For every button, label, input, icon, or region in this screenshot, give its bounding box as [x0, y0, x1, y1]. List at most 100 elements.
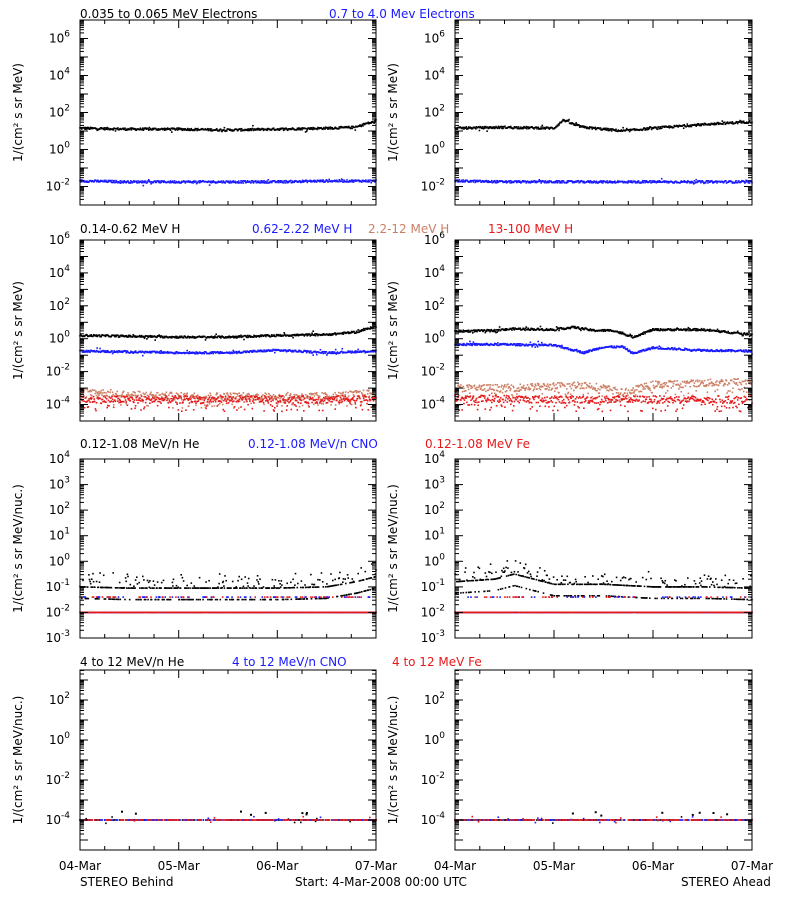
data-point-series-3: [117, 395, 119, 397]
data-point-series-3: [113, 407, 115, 409]
data-point-series-1: [209, 184, 211, 186]
data-point-series-1: [491, 180, 493, 182]
data-point-series-1: [274, 352, 276, 354]
data-point-series-2: [281, 405, 283, 407]
data-point-series-3: [180, 396, 182, 398]
data-point-series-3: [238, 399, 240, 401]
y-axis-title: 1/(cm² s sr MeV): [11, 63, 25, 162]
data-point-series-3: [276, 405, 278, 407]
data-point-series-2: [294, 394, 296, 396]
data-point-series-3: [156, 399, 158, 401]
data-point-series-2: [312, 393, 314, 395]
data-point-series-1: [212, 353, 214, 355]
data-point-series-2: [321, 392, 323, 394]
data-point-series-1: [602, 182, 604, 184]
data-point-series-2: [180, 392, 182, 394]
data-point-series-3: [268, 402, 270, 404]
data-point-series-3: [328, 400, 330, 402]
data-point-series-3: [214, 397, 216, 399]
data-point-series-3: [359, 396, 361, 398]
data-point-series-2: [353, 394, 355, 396]
data-point-series-3: [234, 406, 236, 408]
data-point-series-2: [117, 391, 119, 393]
data-point-series-3: [204, 400, 206, 402]
data-point-series-3: [223, 409, 225, 411]
y-axis-title: 1/(cm² s sr MeV): [11, 281, 25, 380]
data-point-series-3: [96, 402, 98, 404]
data-point-series-2: [188, 405, 190, 407]
data-point-series-2: [296, 394, 298, 396]
data-point-series-2: [95, 393, 97, 395]
data-point-series-1: [117, 352, 119, 354]
data-point-series-0: [224, 127, 226, 129]
data-point-series-3: [300, 402, 302, 404]
data-point-series-3: [209, 396, 211, 398]
data-point-series-1: [272, 350, 274, 352]
data-point-series-2: [164, 393, 166, 395]
data-point-series-3: [291, 398, 293, 400]
data-point-series-0: [658, 126, 660, 128]
data-point-series-2: [249, 394, 251, 396]
data-point-series-0: [241, 128, 243, 130]
data-point-series-3: [143, 408, 145, 410]
data-point-series-3: [199, 399, 201, 401]
data-point-series-3: [83, 400, 85, 402]
data-point-series-3: [285, 400, 287, 402]
data-point-series-3: [290, 400, 292, 402]
data-point-series-3: [273, 410, 275, 412]
data-point-series-0: [486, 130, 488, 132]
data-point-series-0: [243, 339, 245, 341]
data-point-series-3: [331, 397, 333, 399]
data-point-series-3: [144, 396, 146, 398]
data-point-series-3: [186, 396, 188, 398]
data-point-series-3: [110, 397, 112, 399]
data-point-series-0: [510, 126, 512, 128]
data-point-series-3: [271, 397, 273, 399]
data-point-series-3: [143, 400, 145, 402]
data-point-series-3: [94, 401, 96, 403]
data-point-series-3: [192, 401, 194, 403]
data-point-series-3: [350, 400, 352, 402]
data-point-series-3: [303, 410, 305, 412]
data-point-series-2: [345, 391, 347, 393]
data-point-series-3: [368, 409, 370, 411]
data-point-series-1: [283, 182, 285, 184]
data-point-series-2: [316, 392, 318, 394]
data-point-series-3: [327, 402, 329, 404]
data-point-series-3: [199, 397, 201, 399]
data-point-series-3: [355, 407, 357, 409]
data-point-series-3: [235, 398, 237, 400]
data-point-series-3: [216, 398, 218, 400]
data-point-series-1: [309, 352, 311, 354]
data-point-series-3: [145, 402, 147, 404]
data-point-series-0: [362, 125, 364, 127]
data-point-series-1: [174, 180, 176, 182]
data-point-series-2: [290, 393, 292, 395]
data-point-series-3: [241, 399, 243, 401]
data-point-series-2: [292, 404, 294, 406]
data-point-series-0: [252, 125, 254, 127]
data-point-series-3: [263, 402, 265, 404]
data-point-series-3: [285, 402, 287, 404]
data-point-series-3: [195, 402, 197, 404]
data-point-series-0: [657, 129, 659, 131]
data-point-series-0: [283, 332, 285, 334]
data-point-series-3: [325, 396, 327, 398]
data-point-series-3: [124, 396, 126, 398]
legend-label-row0-1: 0.7 to 4.0 Mev Electrons: [329, 7, 475, 21]
data-point-series-2: [169, 399, 171, 401]
data-point-series-2: [307, 398, 309, 400]
data-point-series-2: [214, 405, 216, 407]
data-point-series-2: [334, 392, 336, 394]
data-point-series-3: [255, 399, 257, 401]
data-point-series-3: [88, 406, 90, 408]
data-point-series-0: [526, 326, 528, 328]
data-point-series-1: [323, 353, 325, 355]
data-point-series-3: [312, 397, 314, 399]
data-point-series-2: [336, 398, 338, 400]
data-point-series-2: [234, 393, 236, 395]
data-point-series-3: [280, 401, 282, 403]
data-point-series-3: [121, 396, 123, 398]
data-point-series-3: [252, 408, 254, 410]
data-point-series-3: [223, 400, 225, 402]
